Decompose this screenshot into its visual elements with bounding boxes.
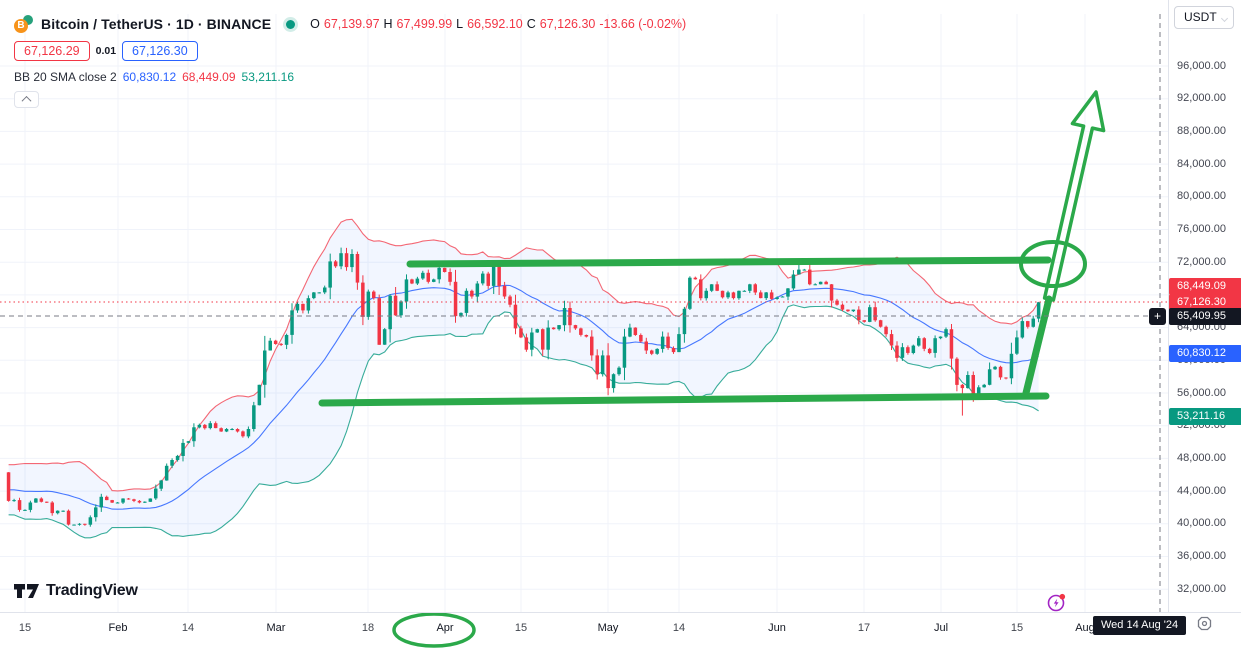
time-axis-label: Aug [1075,622,1095,634]
price-axis-label: 56,000.00 [1177,386,1226,399]
price-badge: 65,409.95 [1169,307,1241,325]
time-axis-label: Jun [768,622,786,634]
buy-price-button[interactable]: 67,126.30 [122,41,198,61]
low-label: L [456,17,464,31]
bollinger-bands [8,218,1040,539]
notification-dot [1059,593,1066,600]
price-axis-label: 44,000.00 [1177,484,1226,497]
bitcoin-coin-icon: B [14,19,28,33]
price-axis[interactable]: USDT 96,000.00 92,000.00 88,000.00 84,000.0… [1168,0,1241,612]
time-axis-label: Apr [436,622,454,634]
price-badge: 60,830.12 [1169,344,1241,362]
price-axis-label: 96,000.00 [1177,59,1226,72]
price-axis-label: 40,000.00 [1177,517,1226,530]
ohlc-values: O 67,139.97 H 67,499.99 L 66,592.10 C 67,126… [310,17,686,31]
time-axis-label: 14 [181,622,195,634]
close-value: 67,126.30 [539,17,596,31]
indicator-upper-value: 68,449.09 [182,70,236,84]
indicator-lower-value: 53,211.16 [241,70,295,84]
time-axis-label: 17 [857,622,871,634]
time-axis-label: Jul [933,622,949,634]
candlesticks [6,247,1041,527]
tradingview-logo-text: TradingView [46,582,138,599]
time-axis-label: 18 [361,622,375,634]
symbol-title[interactable]: Bitcoin / TetherUS · 1D · BINANCE [41,16,272,32]
price-axis-label: 88,000.00 [1177,124,1226,137]
legend: B Bitcoin / TetherUS · 1D · BINANCE O 67,… [14,14,686,108]
currency-selector[interactable]: USDT [1174,6,1234,29]
price-axis-label: 76,000.00 [1177,223,1226,235]
tradingview-logo-icon [14,583,39,598]
add-alert-plus-button[interactable]: + [1149,308,1166,325]
time-axis[interactable]: 15 Feb 14 Mar 18 Apr 15 May 14 Jun 17 Jul 15 Aug Wed 1… [0,612,1241,653]
price-axis-label: 92,000.00 [1177,92,1226,105]
crosshair-date-badge: Wed 14 Aug '24 [1093,616,1187,635]
time-axis-label: Mar [266,622,286,634]
high-value: 67,499.99 [396,17,453,31]
indicator-name: BB 20 SMA close 2 [14,70,117,84]
time-axis-label: May [597,622,619,634]
timezone-settings-icon[interactable] [1196,615,1213,632]
change-value: -13.66 (-0.02%) [599,17,687,31]
time-axis-label: 14 [672,622,686,634]
tether-coin-icon [23,15,33,25]
indicator-basis-value: 60,830.12 [122,70,177,84]
chevron-down-icon [1220,14,1229,23]
symbol-pair-icon: B [14,15,34,33]
price-axis-label: 72,000.00 [1177,255,1226,268]
price-axis-label: 80,000.00 [1177,190,1226,203]
price-axis-label: 32,000.00 [1177,582,1226,595]
high-label: H [383,17,393,31]
open-value: 67,139.97 [323,17,380,31]
close-label: C [526,17,536,31]
tradingview-logo[interactable]: TradingView [14,582,138,600]
lightning-notification-button[interactable] [1046,592,1067,613]
price-axis-label: 84,000.00 [1177,157,1226,170]
price-badge: 67,126.30 [1169,293,1241,311]
gridlines [0,14,1168,612]
open-label: O [310,17,320,31]
indicator-legend[interactable]: BB 20 SMA close 2 60,830.12 68,449.09 53… [14,70,686,84]
collapse-legend-button[interactable] [14,91,39,108]
currency-label: USDT [1184,10,1217,24]
price-badge: 53,211.16 [1169,407,1241,425]
lightning-icon [1053,598,1059,608]
price-axis-label: 48,000.00 [1177,451,1226,464]
price-axis-label: 36,000.00 [1177,550,1226,562]
time-axis-label: 15 [514,622,528,634]
market-status-dot[interactable] [286,19,296,29]
time-axis-label: Feb [108,622,128,634]
sell-price-button[interactable]: 67,126.29 [14,41,90,61]
price-badge: 68,449.09 [1169,277,1241,295]
drawing-annotations[interactable] [318,90,1106,648]
spread-value: 0.01 [95,45,117,57]
time-axis-label: 15 [1010,622,1024,634]
low-value: 66,592.10 [467,17,523,31]
time-axis-label: 15 [18,622,32,634]
chevron-up-icon [21,95,32,106]
